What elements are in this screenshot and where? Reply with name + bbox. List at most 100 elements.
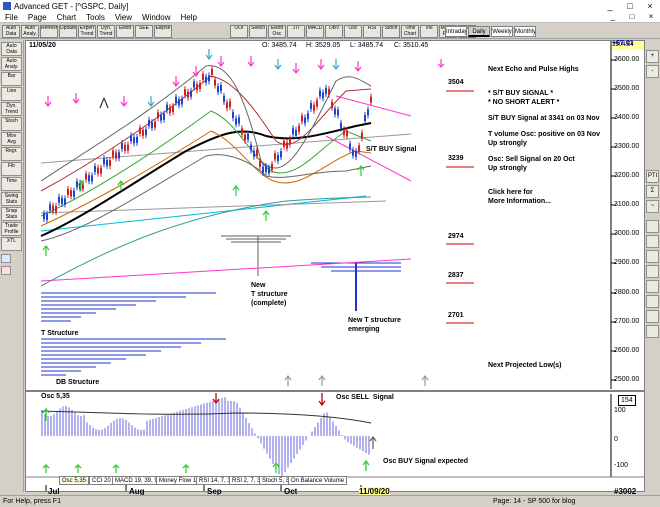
candle-body: [319, 90, 321, 97]
lt-blue-tool-icon[interactable]: [1, 254, 11, 263]
right-tool-icon-4[interactable]: [646, 265, 659, 278]
lt-fib[interactable]: Fib: [1, 162, 22, 176]
y-label: 3400.00: [614, 114, 640, 121]
tb-elliott-osc[interactable]: Elliott Osc: [268, 25, 286, 38]
candle-body: [241, 128, 243, 135]
lt-auto-data[interactable]: Auto Data: [1, 42, 22, 56]
lt-swing-stats[interactable]: Swing Stats: [1, 192, 22, 206]
tb-expert-trend[interactable]: Expert Trend: [78, 25, 96, 38]
right-tool-icon-2[interactable]: [646, 235, 659, 248]
lt-auto-analy[interactable]: Auto Analy.: [1, 57, 22, 71]
menu-view[interactable]: View: [114, 12, 133, 22]
tb-select[interactable]: Select: [249, 25, 267, 38]
candle-body: [91, 175, 93, 182]
tb-time-chart[interactable]: Time Chart: [401, 25, 419, 38]
more-info-link[interactable]: Click here for More Information...: [488, 189, 551, 205]
tb-see[interactable]: SEE: [135, 25, 153, 38]
candle-body: [211, 68, 213, 75]
lt-regr[interactable]: Regr.: [1, 147, 22, 161]
right-tool-icon-6[interactable]: [646, 295, 659, 308]
ohlc-open: O: 3485.74: [262, 42, 297, 49]
tb-vol[interactable]: Vol: [420, 25, 438, 38]
minimize-button[interactable]: _: [607, 1, 613, 11]
tab-intraday[interactable]: Intraday: [445, 26, 467, 37]
right-tool-icon-5[interactable]: [646, 280, 659, 293]
menu-window[interactable]: Window: [142, 12, 171, 22]
menu-tools[interactable]: Tools: [86, 12, 105, 22]
mdi-close-button[interactable]: ×: [648, 12, 654, 21]
y-label: 3200.00: [614, 172, 640, 179]
main-toolbar: Auto Data Auto Analy. Refresh Update Exp…: [0, 23, 660, 39]
tb-dyn-trend[interactable]: Dyn. Trend: [97, 25, 115, 38]
candle-body: [76, 181, 78, 188]
right-tool-icon-1[interactable]: [646, 220, 659, 233]
lt-line[interactable]: Line: [1, 87, 22, 101]
tb-elliott[interactable]: Elliott: [116, 25, 134, 38]
osc-tab-osc[interactable]: Osc 5,35: [59, 476, 90, 485]
mdi-minimize-button[interactable]: _: [610, 12, 616, 21]
wave-button[interactable]: ~: [646, 200, 659, 213]
menu-chart[interactable]: Chart: [56, 12, 77, 22]
zoom-in-button[interactable]: +: [646, 50, 659, 63]
osc-tab-cci[interactable]: CCI 20: [89, 476, 114, 485]
candle-body: [214, 79, 216, 86]
candle-body: [271, 163, 273, 170]
pti-button[interactable]: PTI: [646, 170, 659, 183]
chart-date: 11/05/20: [29, 42, 56, 49]
lt-stoch[interactable]: Stoch: [1, 117, 22, 131]
osc-tab-obv[interactable]: On Balance Volume: [288, 476, 348, 485]
right-tool-icon-7[interactable]: [646, 310, 659, 323]
lt-trade-profile[interactable]: Trade Profile: [1, 222, 22, 236]
lt-mov-avg[interactable]: Mov Avg: [1, 132, 22, 146]
candle-body: [295, 129, 297, 136]
tb-obv[interactable]: OBV: [325, 25, 343, 38]
mdi-restore-button[interactable]: □: [629, 12, 635, 21]
oscillator-signal-line: [40, 410, 372, 424]
tb-macd[interactable]: MACD: [306, 25, 324, 38]
menu-page[interactable]: Page: [27, 12, 47, 22]
tab-daily[interactable]: Daily: [468, 26, 490, 37]
sum-button[interactable]: Σ: [646, 185, 659, 198]
upper-envelope: [40, 75, 372, 192]
lt-dyn-trend[interactable]: Dyn. Trend: [1, 102, 22, 116]
candle-body: [70, 190, 72, 197]
candle-body: [190, 90, 192, 97]
right-tool-icon-3[interactable]: [646, 250, 659, 263]
right-tool-icon-8[interactable]: [646, 325, 659, 338]
candle-body: [67, 188, 69, 195]
lt-bar[interactable]: Bar: [1, 72, 22, 86]
tb-refresh[interactable]: Refresh: [40, 25, 58, 38]
tb-auto-data[interactable]: Auto Data: [2, 25, 20, 38]
tb-update[interactable]: Update: [59, 25, 77, 38]
candle-body: [193, 81, 195, 88]
lt-xtl[interactable]: XTL: [1, 237, 22, 251]
tb-ellipse[interactable]: Ellipse: [154, 25, 172, 38]
close-button[interactable]: ×: [647, 1, 653, 11]
osc-tab-macd[interactable]: MACD 19, 39, 9: [112, 476, 161, 485]
tb-jti[interactable]: JTI: [287, 25, 305, 38]
tb-rsi[interactable]: RSI: [363, 25, 381, 38]
candle-body: [49, 204, 51, 211]
candle-body: [184, 89, 186, 96]
chart-area[interactable]: 11/05/20 O: 3485.74 H: 3529.05 L: 3485.7…: [25, 40, 645, 496]
zoom-out-button[interactable]: -: [646, 65, 659, 78]
candle-body: [160, 114, 162, 121]
lt-red-tool-icon[interactable]: [1, 266, 11, 275]
lt-time[interactable]: Time: [1, 177, 22, 191]
lt-snap-stats[interactable]: Snap Stats: [1, 207, 22, 221]
tb-ooi[interactable]: OOI: [230, 25, 248, 38]
tb-stoch[interactable]: Stoch: [382, 25, 400, 38]
candle-body: [232, 112, 234, 119]
key-level-underlines: [446, 90, 474, 324]
tb-osc[interactable]: Osc: [344, 25, 362, 38]
tb-auto-analy[interactable]: Auto Analy.: [21, 25, 39, 38]
tab-weekly[interactable]: Weekly: [491, 26, 513, 37]
menu-help[interactable]: Help: [180, 12, 197, 22]
candle-body: [229, 101, 231, 108]
menu-file[interactable]: File: [5, 12, 18, 22]
maximize-button[interactable]: □: [627, 1, 633, 11]
tab-monthly[interactable]: Monthly: [514, 26, 536, 37]
no-short-note: * NO SHORT ALERT *: [488, 99, 560, 106]
candle-body: [112, 150, 114, 157]
